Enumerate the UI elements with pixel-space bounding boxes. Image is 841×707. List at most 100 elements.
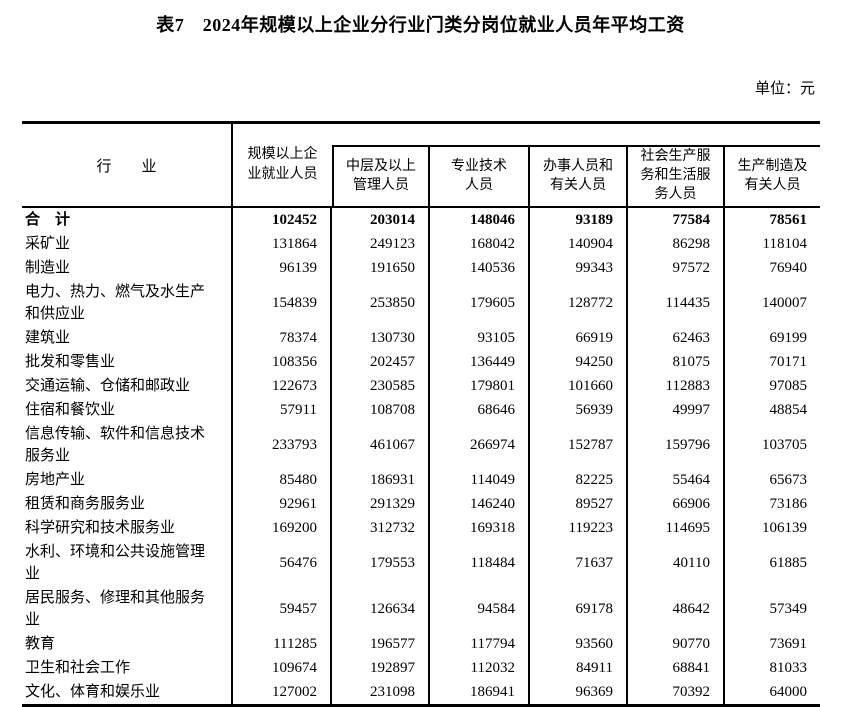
column-header-production: 生产制造及 有关人员 — [737, 158, 808, 193]
value-cell: 291329 — [332, 492, 430, 516]
value-cell: 97085 — [769, 377, 808, 394]
value-cell: 65673 — [769, 471, 808, 488]
value-cell: 136449 — [430, 350, 530, 374]
value-cell: 152787 — [530, 422, 628, 468]
value-cell: 159796 — [628, 422, 725, 468]
value-cell: 103705 — [762, 436, 807, 453]
table-row: 卫生和社会工作 109674 192897 112032 84911 68841 81033 — [22, 656, 820, 680]
value-cell: 61885 — [769, 554, 808, 571]
value-cell: 55464 — [628, 468, 725, 492]
industry-cell: 建筑业 — [22, 326, 233, 350]
value-cell: 66919 — [530, 326, 628, 350]
value-cell: 154839 — [233, 280, 332, 326]
value-cell: 191650 — [332, 256, 430, 280]
value-cell: 169318 — [430, 516, 530, 540]
value-cell: 76940 — [769, 259, 808, 276]
value-cell: 94584 — [430, 586, 530, 632]
column-header-technical: 专业技术 人员 — [430, 147, 530, 206]
wage-table: 行 业 规模以上企 业就业人员 中层及以上 管理人员 专业技术 人员 办事人员和… — [22, 121, 820, 707]
value-cell: 109674 — [233, 656, 332, 680]
value-cell: 56939 — [530, 398, 628, 422]
industry-cell: 教育 — [22, 632, 233, 656]
value-cell: 70392 — [628, 680, 725, 704]
table-row: 采矿业 131864 249123 168042 140904 86298 118104 — [22, 232, 820, 256]
industry-cell: 合 计 — [22, 208, 233, 232]
value-cell: 117794 — [430, 632, 530, 656]
value-cell: 96139 — [233, 256, 332, 280]
value-cell: 140536 — [430, 256, 530, 280]
table-row: 制造业 96139 191650 140536 99343 97572 76940 — [22, 256, 820, 280]
value-cell: 68841 — [628, 656, 725, 680]
value-cell: 233793 — [233, 422, 332, 468]
value-cell: 57911 — [233, 398, 332, 422]
value-cell: 48642 — [628, 586, 725, 632]
value-cell: 112032 — [430, 656, 530, 680]
value-cell: 81075 — [628, 350, 725, 374]
value-cell: 70171 — [769, 353, 808, 370]
value-cell: 231098 — [332, 680, 430, 704]
value-cell: 90770 — [628, 632, 725, 656]
value-cell: 64000 — [769, 683, 808, 700]
value-cell: 130730 — [332, 326, 430, 350]
table-row: 租赁和商务服务业 92961 291329 146240 89527 66906 73186 — [22, 492, 820, 516]
value-cell: 128772 — [530, 280, 628, 326]
value-cell: 86298 — [628, 232, 725, 256]
value-cell: 127002 — [233, 680, 332, 704]
value-cell: 96369 — [530, 680, 628, 704]
value-cell: 78561 — [769, 211, 808, 228]
table-row: 房地产业 85480 186931 114049 82225 55464 65673 — [22, 468, 820, 492]
value-cell: 108356 — [233, 350, 332, 374]
value-cell: 179553 — [332, 540, 430, 586]
table-row: 居民服务、修理和其他服务 业 59457 126634 94584 69178 48642… — [22, 586, 820, 632]
value-cell: 56476 — [233, 540, 332, 586]
industry-cell: 电力、热力、燃气及水生产 和供应业 — [22, 280, 233, 326]
value-cell: 84911 — [530, 656, 628, 680]
value-cell: 112883 — [628, 374, 725, 398]
industry-cell: 采矿业 — [22, 232, 233, 256]
table-row: 水利、环境和公共设施管理 业 56476 179553 118484 71637 4011… — [22, 540, 820, 586]
value-cell: 94250 — [530, 350, 628, 374]
position-columns-group: 中层及以上 管理人员 专业技术 人员 办事人员和 有关人员 社会生产服 务和生活… — [332, 145, 820, 206]
value-cell: 81033 — [769, 659, 808, 676]
value-cell: 111285 — [233, 632, 332, 656]
value-cell: 196577 — [332, 632, 430, 656]
industry-cell: 住宿和餐饮业 — [22, 398, 233, 422]
value-cell: 168042 — [430, 232, 530, 256]
column-header-clerical: 办事人员和 有关人员 — [530, 147, 628, 206]
value-cell: 49997 — [628, 398, 725, 422]
value-cell: 40110 — [628, 540, 725, 586]
value-cell: 92961 — [233, 492, 332, 516]
industry-cell: 房地产业 — [22, 468, 233, 492]
value-cell: 249123 — [332, 232, 430, 256]
value-cell: 101660 — [530, 374, 628, 398]
table-row: 交通运输、仓储和邮政业 122673 230585 179801 101660 11288… — [22, 374, 820, 398]
value-cell: 146240 — [430, 492, 530, 516]
value-cell: 131864 — [233, 232, 332, 256]
industry-cell: 文化、体育和娱乐业 — [22, 680, 233, 704]
value-cell: 202457 — [332, 350, 430, 374]
value-cell: 102452 — [233, 208, 332, 232]
value-cell: 203014 — [332, 208, 430, 232]
value-cell: 461067 — [332, 422, 430, 468]
value-cell: 99343 — [530, 256, 628, 280]
value-cell: 169200 — [233, 516, 332, 540]
table-row: 批发和零售业 108356 202457 136449 94250 81075 70171 — [22, 350, 820, 374]
value-cell: 73186 — [769, 495, 808, 512]
value-cell: 122673 — [233, 374, 332, 398]
value-cell: 68646 — [430, 398, 530, 422]
industry-cell: 制造业 — [22, 256, 233, 280]
value-cell: 78374 — [233, 326, 332, 350]
table-header: 行 业 规模以上企 业就业人员 中层及以上 管理人员 专业技术 人员 办事人员和… — [22, 121, 820, 208]
column-header-management: 中层及以上 管理人员 — [334, 147, 430, 206]
table-row: 科学研究和技术服务业 169200 312732 169318 119223 114695… — [22, 516, 820, 540]
value-cell: 89527 — [530, 492, 628, 516]
industry-header-cell: 行 业 — [22, 124, 233, 206]
table-row: 信息传输、软件和信息技术 服务业 233793 461067 266974 152787… — [22, 422, 820, 468]
table-row: 建筑业 78374 130730 93105 66919 62463 69199 — [22, 326, 820, 350]
value-cell: 62463 — [628, 326, 725, 350]
value-cell: 71637 — [530, 540, 628, 586]
value-cell: 93105 — [430, 326, 530, 350]
table-row: 合 计 102452 203014 148046 93189 77584 78561 — [22, 208, 820, 232]
industry-cell: 居民服务、修理和其他服务 业 — [22, 586, 233, 632]
value-cell: 312732 — [332, 516, 430, 540]
